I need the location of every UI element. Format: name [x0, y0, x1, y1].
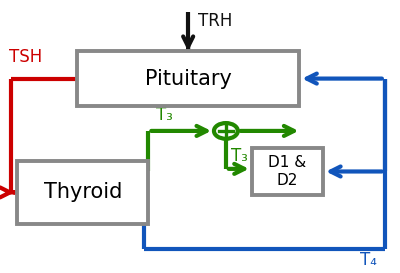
Text: T₃: T₃ [231, 147, 248, 165]
Text: Thyroid: Thyroid [44, 182, 122, 202]
FancyBboxPatch shape [18, 161, 148, 224]
Text: T₄: T₄ [360, 251, 377, 269]
FancyBboxPatch shape [252, 148, 323, 195]
Text: TSH: TSH [10, 48, 43, 66]
Text: D1 &
D2: D1 & D2 [268, 155, 306, 188]
Text: T₃: T₃ [156, 106, 173, 124]
FancyBboxPatch shape [77, 51, 299, 106]
Text: Pituitary: Pituitary [145, 69, 232, 88]
Text: TRH: TRH [198, 12, 232, 30]
